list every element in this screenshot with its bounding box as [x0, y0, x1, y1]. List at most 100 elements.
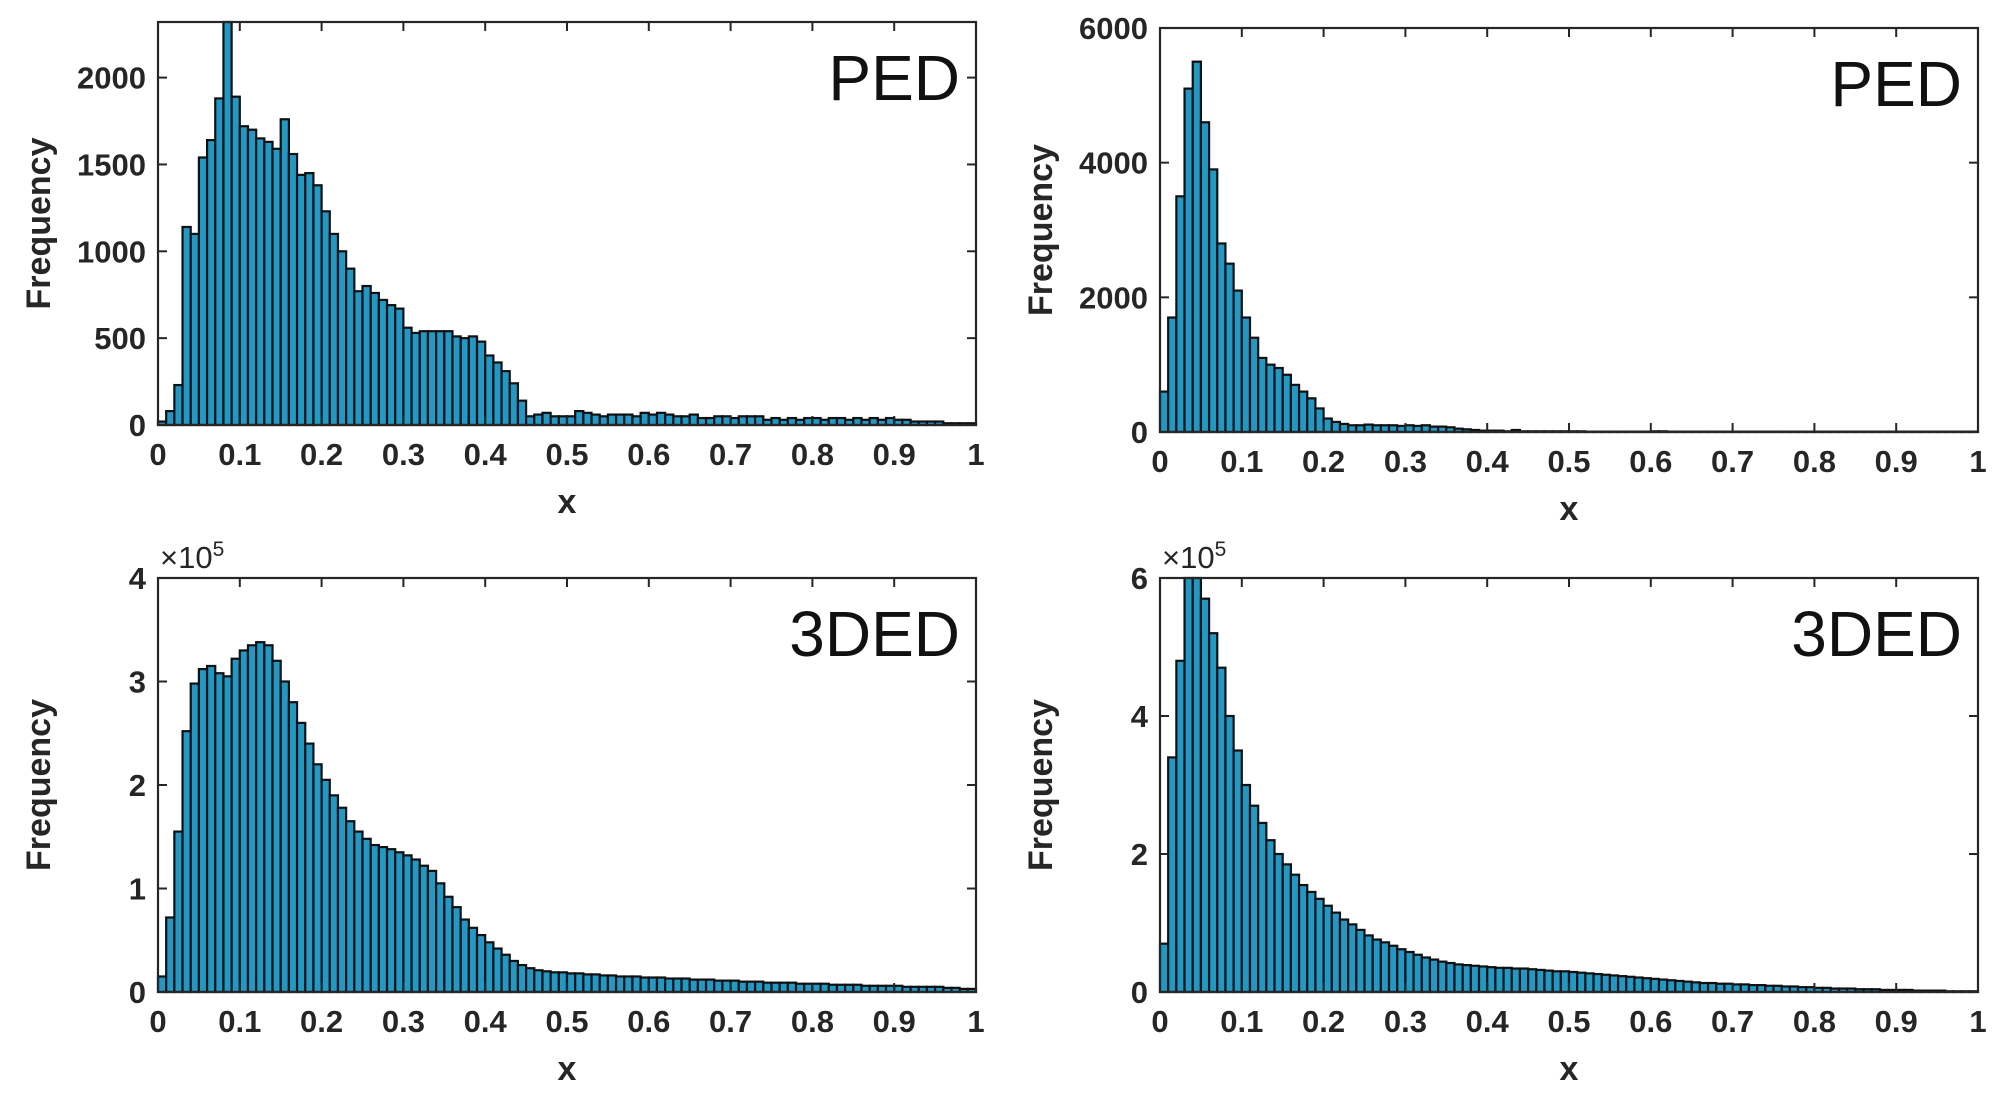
histogram-bar: [230, 95, 241, 427]
x-tick-label: 0.3: [1384, 444, 1427, 479]
x-tick-label: 0.8: [791, 1004, 834, 1039]
bars: [156, 20, 978, 427]
histogram-bar: [320, 778, 331, 994]
histogram-bar: [1183, 87, 1194, 434]
y-tick-label: 0: [1131, 415, 1148, 450]
histogram-bar: [1657, 978, 1669, 994]
x-tick-label: 0.1: [218, 437, 261, 472]
x-tick-label: 0.9: [1875, 444, 1918, 479]
x-axis-label: x: [1560, 1050, 1579, 1088]
histogram-bar: [696, 978, 708, 994]
histogram-bar: [606, 974, 618, 994]
histogram-bar: [1265, 839, 1276, 994]
histogram-bar: [1592, 972, 1603, 994]
x-tick-label: 0: [149, 1004, 166, 1039]
histogram-bar: [173, 830, 184, 994]
histogram-bar: [1633, 976, 1644, 994]
panel-title: PED: [1830, 48, 1962, 120]
x-tick-label: 0.8: [1793, 1004, 1836, 1039]
histogram-bar: [1306, 397, 1317, 434]
histogram-bar: [426, 869, 438, 994]
histogram-bar: [1420, 956, 1432, 994]
histogram-bar: [1338, 918, 1350, 994]
x-tick-label: 1: [1969, 444, 1986, 479]
histogram-bar: [1404, 950, 1415, 994]
panel-title: 3DED: [1791, 598, 1962, 670]
histogram-bar: [467, 335, 479, 427]
histogram-bar: [549, 415, 560, 427]
histogram-bar: [541, 411, 552, 427]
histogram-bar: [1330, 420, 1342, 434]
x-tick-label: 0.9: [873, 437, 916, 472]
histogram-bar: [1322, 417, 1333, 434]
histogram-bar: [1347, 923, 1358, 994]
histogram-bar: [1608, 974, 1620, 994]
histogram-bar: [1248, 804, 1260, 994]
histogram-bar: [181, 225, 192, 427]
histogram-bar: [1453, 963, 1464, 994]
x-tick-label: 0.9: [873, 1004, 916, 1039]
histogram-bar: [1723, 982, 1734, 994]
histogram-bar: [672, 977, 683, 994]
histogram-bar: [1641, 977, 1652, 994]
histogram-bar: [295, 721, 307, 994]
histogram-bar: [312, 184, 323, 427]
histogram-bar: [1281, 863, 1292, 994]
y-tick-label: 0: [129, 408, 146, 443]
histogram-bar: [590, 973, 601, 994]
histogram-bar: [197, 156, 209, 427]
y-exponent-power: 5: [1215, 538, 1227, 561]
histogram-bar: [165, 916, 176, 994]
histogram-bar: [263, 644, 274, 994]
histogram-bar: [1412, 953, 1423, 994]
histogram-bar: [647, 976, 659, 994]
histogram-bar: [524, 415, 536, 427]
x-tick-label: 0.2: [300, 1004, 343, 1039]
y-axis-label: Frequency: [20, 699, 58, 871]
histogram-bar: [1273, 852, 1284, 994]
histogram-bar: [1330, 911, 1342, 994]
histogram-bar: [533, 413, 544, 427]
histogram-bar: [672, 415, 683, 427]
x-tick-label: 0.5: [545, 1004, 588, 1039]
y-tick-label: 6000: [1079, 11, 1148, 46]
histogram-bar: [1306, 890, 1317, 994]
histogram-bar: [639, 411, 650, 427]
histogram-bar: [451, 335, 462, 427]
y-tick-label: 2000: [1079, 280, 1148, 315]
histogram-bar: [549, 971, 560, 994]
histogram-bar: [475, 340, 487, 427]
histogram-bar: [713, 979, 724, 994]
histogram-bar: [614, 975, 626, 994]
histogram-bar: [361, 837, 372, 994]
histogram-bar: [1183, 576, 1194, 994]
histogram-bar: [263, 140, 274, 427]
histogram-bar: [1199, 597, 1211, 994]
x-tick-label: 0.5: [545, 437, 588, 472]
histogram-bar: [1559, 970, 1571, 994]
histogram-bar: [320, 210, 331, 427]
histogram-bar: [418, 330, 430, 427]
histogram-bar: [451, 906, 462, 994]
histogram-bar: [394, 851, 405, 994]
histogram-bar: [443, 330, 454, 427]
histogram-bar: [304, 742, 315, 994]
histogram-bar: [1567, 970, 1579, 994]
histogram-bar: [1518, 967, 1530, 994]
histogram-bar: [516, 963, 528, 994]
histogram-bar: [1437, 960, 1448, 994]
y-tick-label: 4: [1131, 699, 1149, 734]
y-tick-label: 0: [1131, 975, 1148, 1010]
x-tick-label: 0.5: [1547, 1004, 1590, 1039]
histogram-bar: [222, 675, 233, 994]
x-axis-label: x: [558, 1050, 577, 1088]
x-tick-label: 0.8: [1793, 444, 1836, 479]
histogram-bar: [704, 978, 716, 994]
histogram-bar: [1338, 422, 1350, 434]
histogram-bar: [1297, 883, 1309, 994]
histogram-bar: [1158, 942, 1170, 994]
histogram-bar: [598, 415, 609, 427]
y-tick-label: 2: [1131, 837, 1148, 872]
histogram-bar: [639, 976, 650, 994]
histogram-bar: [770, 981, 781, 994]
